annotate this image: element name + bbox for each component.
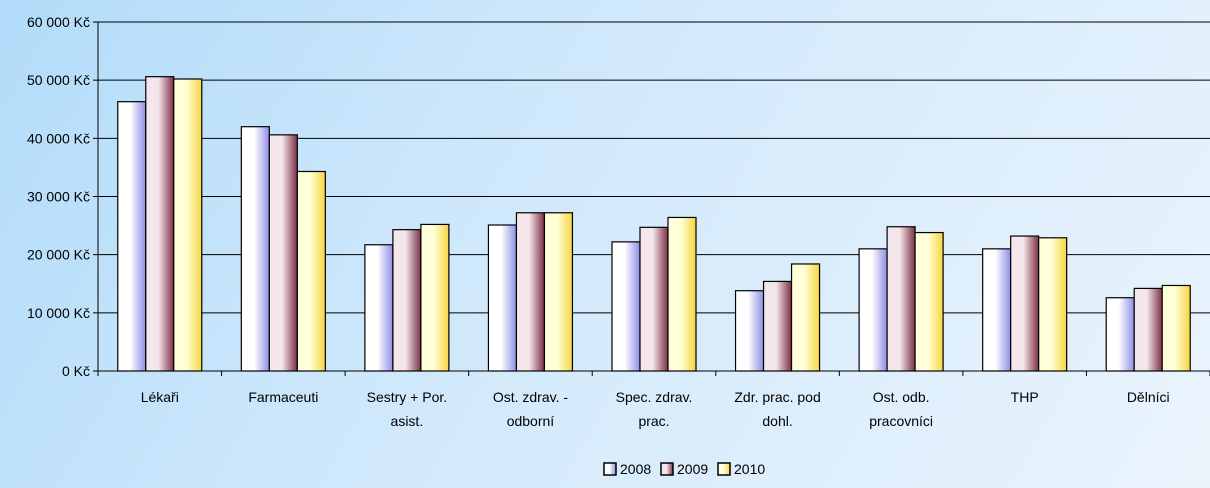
legend-label-2009: 2009 xyxy=(677,461,708,477)
bar-2009 xyxy=(392,229,422,372)
y-tick-label: 40 000 Kč xyxy=(27,130,90,146)
y-tick-labels: 0 Kč 10 000 Kč 20 000 Kč 30 000 Kč 40 000 Kč… xyxy=(27,14,90,379)
category-label: Dělníci xyxy=(1127,389,1170,405)
legend: 2008 2009 2010 xyxy=(603,461,765,477)
bar-2009 xyxy=(1010,235,1040,372)
y-tick-label: 60 000 Kč xyxy=(27,14,90,30)
category-label: Zdr. prac. pod dohl. xyxy=(734,389,820,429)
bar-2009 xyxy=(886,226,916,372)
y-tick-label: 30 000 Kč xyxy=(27,189,90,205)
bar-2010 xyxy=(543,212,574,372)
category-label: Lékaři xyxy=(141,389,179,405)
legend-swatch-2008 xyxy=(603,462,617,476)
bar-2008 xyxy=(1105,297,1135,372)
category-labels: Lékaři Farmaceuti Sestry + Por. asist. Ost. … xyxy=(141,389,1170,429)
legend-swatch-2009 xyxy=(660,462,674,476)
y-tick-label: 10 000 Kč xyxy=(27,305,90,321)
bar-2010 xyxy=(1161,284,1191,372)
bar-2009 xyxy=(639,226,669,372)
bars xyxy=(117,76,1191,372)
bar-2008 xyxy=(240,126,270,372)
bar-2010 xyxy=(790,263,821,372)
bar-2010 xyxy=(420,223,450,372)
bar-2010 xyxy=(914,231,944,372)
axes xyxy=(93,21,1210,376)
legend-label-2010: 2010 xyxy=(734,461,765,477)
bar-2008 xyxy=(734,290,765,372)
category-label: Farmaceuti xyxy=(248,389,318,405)
category-label: Spec. zdrav. prac. xyxy=(616,389,693,429)
y-tick-label: 20 000 Kč xyxy=(27,247,90,263)
bar-2010 xyxy=(1038,237,1068,372)
bar-2010 xyxy=(173,78,203,372)
category-label: Ost. zdrav. -odborní xyxy=(493,389,569,429)
bar-2009 xyxy=(762,280,793,372)
bar-2008 xyxy=(858,248,888,372)
bar-2009 xyxy=(268,134,298,372)
bar-2009 xyxy=(145,76,175,372)
bar-2008 xyxy=(117,101,147,372)
bar-2008 xyxy=(982,248,1012,372)
y-tick-label: 50 000 Kč xyxy=(27,72,90,88)
bar-2008 xyxy=(364,244,394,372)
category-label: Sestry + Por. asist. xyxy=(367,389,448,429)
legend-swatch-2010 xyxy=(717,462,731,476)
legend-label-2008: 2008 xyxy=(620,461,651,477)
y-tick-label: 0 Kč xyxy=(62,363,90,379)
bar-2010 xyxy=(296,170,326,372)
bar-2008 xyxy=(487,224,518,372)
bar-2010 xyxy=(667,216,697,372)
bar-2009 xyxy=(515,212,546,372)
bar-2009 xyxy=(1133,287,1163,372)
bar-2008 xyxy=(611,241,641,372)
category-label: Ost. odb. pracovníci xyxy=(869,389,933,429)
category-label: THP xyxy=(1011,389,1039,405)
